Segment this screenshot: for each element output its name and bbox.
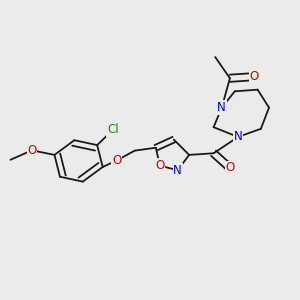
Text: O: O: [155, 159, 164, 172]
Text: Cl: Cl: [107, 123, 118, 136]
Text: O: O: [112, 154, 122, 167]
Text: O: O: [27, 144, 37, 157]
Text: N: N: [173, 164, 182, 177]
Text: N: N: [218, 101, 226, 114]
Text: N: N: [234, 130, 242, 143]
Text: O: O: [250, 70, 259, 83]
Text: O: O: [225, 161, 235, 174]
